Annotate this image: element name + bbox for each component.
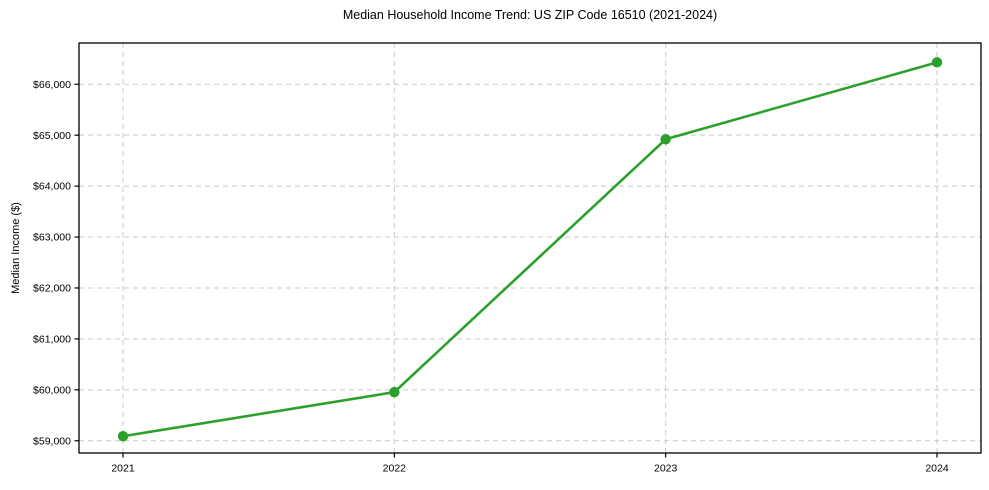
x-tick-label: 2022: [383, 463, 407, 475]
chart-title: Median Household Income Trend: US ZIP Co…: [342, 8, 718, 22]
y-tick-label: $63,000: [33, 232, 71, 244]
data-point-marker: [117, 430, 129, 442]
plot-border: [78, 42, 982, 454]
y-tick-label: $61,000: [33, 333, 71, 345]
y-tick-label: $66,000: [33, 79, 71, 91]
y-tick-label: $64,000: [33, 181, 71, 193]
y-tick-label: $65,000: [33, 130, 71, 142]
y-tick-label: $59,000: [33, 435, 71, 447]
y-tick-label: $62,000: [33, 283, 71, 295]
data-point-marker: [931, 57, 943, 68]
x-tick-label: 2021: [111, 463, 135, 475]
y-tick-label: $60,000: [33, 384, 71, 396]
trend-line: [121, 61, 939, 438]
data-point-marker: [389, 386, 400, 398]
x-tick-label: 2024: [925, 463, 949, 475]
data-point-marker: [660, 134, 671, 145]
x-tick-label: 2023: [654, 463, 678, 475]
